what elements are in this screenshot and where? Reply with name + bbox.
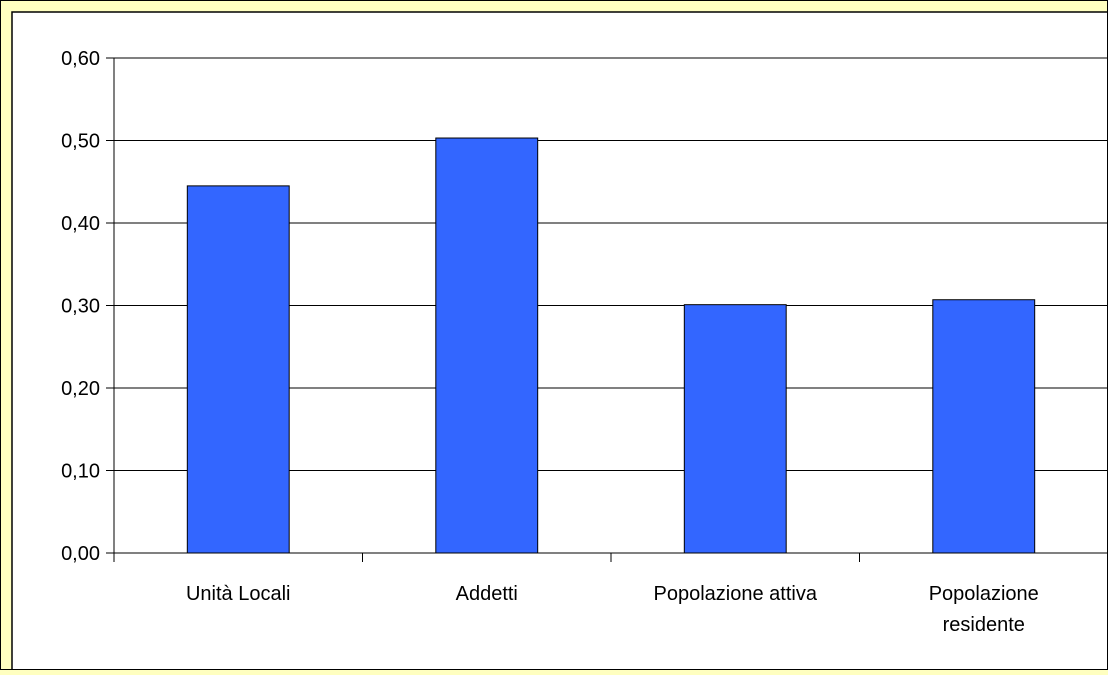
y-tick-label: 0,50 [61,131,100,153]
bar [435,137,539,554]
y-tick-label: 0,60 [61,48,100,70]
x-tick-label: Addetti [456,583,518,605]
bar [932,299,1036,554]
y-tick-label: 0,20 [61,378,100,400]
axes [106,57,1108,562]
y-tick-label: 0,40 [61,213,100,235]
x-tick-label: Unità Locali [186,583,291,605]
bar [683,304,787,554]
y-tick-label: 0,10 [61,461,100,483]
labels: 0,00 0,10 0,20 0,30 0,40 0,50 0,60 Unità Locali… [61,48,1039,636]
bar [186,185,290,554]
y-tick-label: 0,30 [61,296,100,318]
bars [186,137,1036,554]
y-tick-label: 0,00 [61,543,100,565]
x-tick-label: Popolazione residente [929,583,1039,636]
x-tick-label: Popolazione attiva [654,583,818,605]
